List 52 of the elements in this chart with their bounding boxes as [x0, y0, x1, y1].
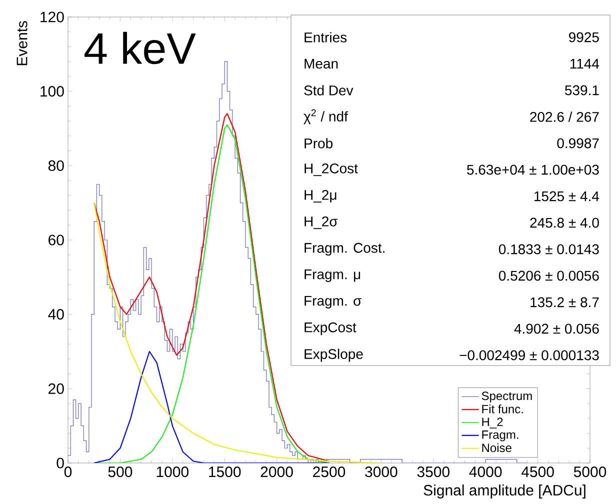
annotation: 135.2 ± 8.7 [530, 297, 599, 308]
annotation: −0.002499 ± 0.000133 [460, 350, 599, 360]
annotation: 0.1833 ± 0.0143 [498, 244, 599, 254]
annotation: H_2μ [304, 190, 336, 203]
x-tick-label: 3500 [417, 466, 450, 478]
annotation: 4 keV [84, 32, 196, 64]
x-tick-label: 4000 [469, 466, 502, 478]
annotation: ExpCost [304, 322, 356, 336]
x-tick-label: 2000 [260, 466, 293, 478]
annotation: 1144 [570, 58, 600, 69]
annotation: 0.5206 ± 0.0056 [498, 270, 599, 281]
annotation: χ$^{2}$ / ndf [304, 109, 348, 124]
annotation: Entries [304, 32, 347, 42]
x-tick-label: 1500 [209, 466, 241, 478]
y-tick-label: 20 [48, 383, 64, 394]
x-tick-label: 2500 [313, 466, 346, 478]
annotation: 5.63e+04 ± 1.00e+03 [467, 164, 599, 175]
legend-label: Fragm. [482, 430, 518, 442]
legend-label: Fit func. [482, 404, 523, 414]
annotation: 202.6 / 267 [530, 112, 599, 122]
annotation: Mean [304, 58, 338, 69]
y-tick-label: 0 [56, 458, 64, 468]
annotation: Prob [304, 138, 333, 148]
annotation: ExpSlope [304, 348, 363, 362]
x-tick-label: 1000 [156, 466, 188, 478]
annotation: 245.8 ± 4.0 [530, 218, 599, 228]
y-tick-label: 100 [40, 86, 64, 97]
x-tick-label: 3000 [365, 466, 398, 478]
annotation: 539.1 [565, 85, 599, 96]
y-tick-label: 80 [48, 160, 64, 171]
y-tick-label: 120 [40, 12, 64, 22]
x-tick-label: 500 [108, 466, 132, 478]
legend-label: Spectrum [482, 392, 532, 403]
x-axis-title: Signal amplitude [ADCu] [424, 484, 586, 498]
annotation: H_2Cost [304, 163, 358, 176]
annotation: Fragm. σ [304, 296, 362, 309]
annotation: 1525 ± 4.4 [534, 191, 600, 202]
annotation: 4.902 ± 0.056 [514, 324, 599, 334]
annotation: H_2σ [304, 216, 338, 230]
x-tick-label: 0 [64, 466, 72, 478]
annotation: Fragm. Cost. [304, 242, 384, 256]
y-axis-title: Events [16, 21, 28, 66]
annotation: Std Dev [304, 85, 354, 96]
annotation: Fragm. μ [304, 269, 360, 282]
x-tick-label: 5000 [574, 466, 606, 478]
legend-label: H_2 [482, 418, 503, 428]
x-tick-label: 4500 [521, 466, 554, 478]
annotation: 9925 [569, 32, 599, 42]
y-tick-label: 60 [48, 234, 64, 246]
y-tick-label: 40 [48, 309, 64, 320]
legend-label: Noise [482, 443, 512, 452]
annotation: 0.9987 [557, 138, 599, 148]
